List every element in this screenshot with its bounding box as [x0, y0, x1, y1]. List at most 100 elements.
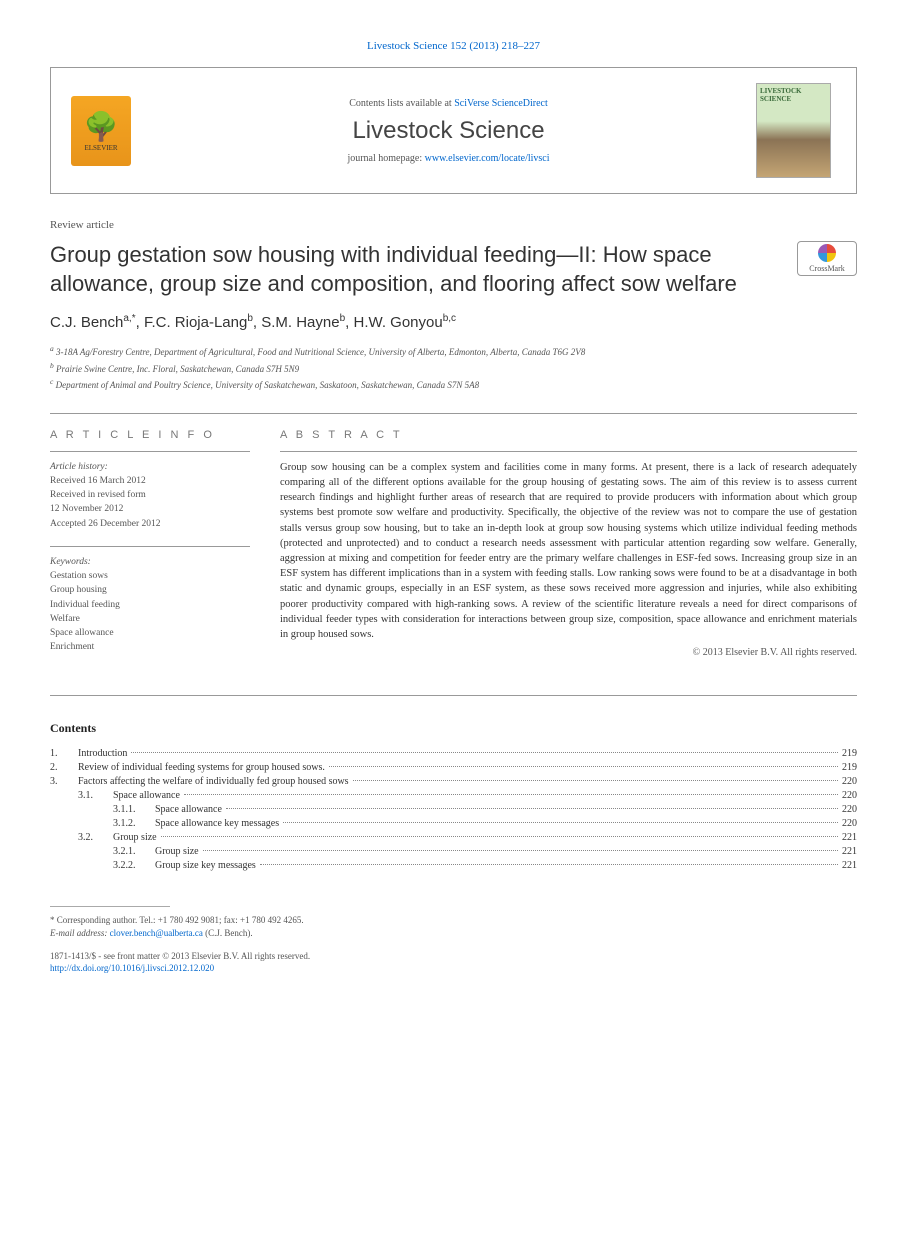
- email-link[interactable]: clover.bench@ualberta.ca: [110, 928, 203, 938]
- toc-title: Space allowance key messages: [155, 818, 279, 829]
- sciencedirect-link[interactable]: SciVerse ScienceDirect: [454, 98, 548, 109]
- toc-number: 3.1.: [78, 790, 113, 801]
- journal-citation-link[interactable]: Livestock Science 152 (2013) 218–227: [367, 40, 540, 52]
- table-of-contents: 1. Introduction 219 2. Review of individ…: [50, 748, 857, 871]
- toc-number: 3.2.2.: [113, 860, 155, 871]
- toc-number: 3.1.1.: [113, 804, 155, 815]
- divider-2: [50, 695, 857, 696]
- toc-page: 221: [842, 846, 857, 857]
- contents-available: Contents lists available at SciVerse Sci…: [141, 98, 756, 109]
- toc-page: 221: [842, 832, 857, 843]
- toc-dots: [329, 766, 838, 767]
- copyright-block: 1871-1413/$ - see front matter © 2013 El…: [50, 950, 857, 975]
- abstract-divider: [280, 451, 857, 452]
- toc-number: 1.: [50, 748, 78, 759]
- toc-title: Review of individual feeding systems for…: [78, 762, 325, 773]
- keywords-label: Keywords:: [50, 555, 250, 569]
- keyword: Space allowance: [50, 626, 250, 640]
- toc-row[interactable]: 3.2.1. Group size 221: [50, 846, 857, 857]
- info-divider-2: [50, 546, 250, 547]
- title-row: Group gestation sow housing with individ…: [50, 241, 857, 298]
- toc-number: 3.2.1.: [113, 846, 155, 857]
- toc-row[interactable]: 2. Review of individual feeding systems …: [50, 762, 857, 773]
- toc-number: 3.1.2.: [113, 818, 155, 829]
- toc-dots: [203, 850, 838, 851]
- toc-number: 3.: [50, 776, 78, 787]
- issn-line: 1871-1413/$ - see front matter © 2013 El…: [50, 950, 857, 963]
- elsevier-logo[interactable]: 🌳 ELSEVIER: [71, 96, 131, 166]
- article-history: Article history: Received 16 March 2012R…: [50, 460, 250, 531]
- crossmark-label: CrossMark: [809, 264, 845, 273]
- abstract-text: Group sow housing can be a complex syste…: [280, 460, 857, 643]
- keywords-section: Keywords: Gestation sowsGroup housingInd…: [50, 555, 250, 655]
- keyword: Welfare: [50, 612, 250, 626]
- toc-row[interactable]: 3.2.2. Group size key messages 221: [50, 860, 857, 871]
- article-info-col: A R T I C L E I N F O Article history: R…: [50, 429, 250, 670]
- toc-row[interactable]: 3.2. Group size 221: [50, 832, 857, 843]
- toc-dots: [260, 864, 838, 865]
- cover-area: LIVESTOCK SCIENCE: [756, 83, 836, 178]
- history-line: 12 November 2012: [50, 502, 250, 516]
- journal-citation: Livestock Science 152 (2013) 218–227: [50, 40, 857, 52]
- toc-row[interactable]: 3.1.1. Space allowance 220: [50, 804, 857, 815]
- publisher-logo-area: 🌳 ELSEVIER: [71, 96, 141, 166]
- crossmark-badge[interactable]: CrossMark: [797, 241, 857, 276]
- toc-dots: [131, 752, 838, 753]
- toc-dots: [226, 808, 838, 809]
- toc-page: 219: [842, 762, 857, 773]
- toc-dots: [161, 836, 838, 837]
- corresponding-author: * Corresponding author. Tel.: +1 780 492…: [50, 915, 857, 925]
- abstract-copyright: © 2013 Elsevier B.V. All rights reserved…: [280, 647, 857, 658]
- email-line: E-mail address: clover.bench@ualberta.ca…: [50, 928, 857, 938]
- divider: [50, 413, 857, 414]
- toc-row[interactable]: 1. Introduction 219: [50, 748, 857, 759]
- info-abstract-row: A R T I C L E I N F O Article history: R…: [50, 429, 857, 670]
- toc-row[interactable]: 3.1. Space allowance 220: [50, 790, 857, 801]
- toc-title: Introduction: [78, 748, 127, 759]
- authors-list: C.J. Bencha,*, F.C. Rioja-Langb, S.M. Ha…: [50, 313, 857, 331]
- history-line: Received 16 March 2012: [50, 474, 250, 488]
- toc-page: 220: [842, 804, 857, 815]
- toc-row[interactable]: 3. Factors affecting the welfare of indi…: [50, 776, 857, 787]
- history-label: Article history:: [50, 460, 250, 474]
- journal-cover-thumbnail[interactable]: LIVESTOCK SCIENCE: [756, 83, 831, 178]
- toc-title: Group size: [155, 846, 199, 857]
- toc-title: Factors affecting the welfare of individ…: [78, 776, 349, 787]
- toc-row[interactable]: 3.1.2. Space allowance key messages 220: [50, 818, 857, 829]
- keyword: Group housing: [50, 583, 250, 597]
- toc-page: 220: [842, 790, 857, 801]
- publisher-name: ELSEVIER: [84, 144, 117, 152]
- homepage-line: journal homepage: www.elsevier.com/locat…: [141, 153, 756, 164]
- banner-center: Contents lists available at SciVerse Sci…: [141, 98, 756, 164]
- toc-title: Space allowance: [113, 790, 180, 801]
- keyword: Enrichment: [50, 640, 250, 654]
- history-line: Accepted 26 December 2012: [50, 517, 250, 531]
- info-divider: [50, 451, 250, 452]
- journal-banner: 🌳 ELSEVIER Contents lists available at S…: [50, 67, 857, 194]
- toc-title: Group size key messages: [155, 860, 256, 871]
- article-title: Group gestation sow housing with individ…: [50, 241, 777, 298]
- toc-page: 220: [842, 818, 857, 829]
- history-line: Received in revised form: [50, 488, 250, 502]
- keyword: Individual feeding: [50, 598, 250, 612]
- toc-title: Space allowance: [155, 804, 222, 815]
- elsevier-tree-icon: 🌳: [84, 110, 119, 144]
- toc-dots: [184, 794, 838, 795]
- homepage-link[interactable]: www.elsevier.com/locate/livsci: [425, 153, 550, 164]
- page-footer: * Corresponding author. Tel.: +1 780 492…: [50, 906, 857, 975]
- footnote-rule: [50, 906, 170, 907]
- toc-page: 219: [842, 748, 857, 759]
- abstract-heading: A B S T R A C T: [280, 429, 857, 441]
- article-type: Review article: [50, 219, 857, 231]
- article-info-heading: A R T I C L E I N F O: [50, 429, 250, 441]
- toc-dots: [353, 780, 838, 781]
- doi-link[interactable]: http://dx.doi.org/10.1016/j.livsci.2012.…: [50, 963, 214, 973]
- toc-title: Group size: [113, 832, 157, 843]
- toc-number: 3.2.: [78, 832, 113, 843]
- toc-dots: [283, 822, 838, 823]
- contents-heading: Contents: [50, 721, 857, 736]
- toc-number: 2.: [50, 762, 78, 773]
- affiliations: a 3-18A Ag/Forestry Centre, Department o…: [50, 343, 857, 393]
- journal-title: Livestock Science: [141, 117, 756, 145]
- toc-page: 220: [842, 776, 857, 787]
